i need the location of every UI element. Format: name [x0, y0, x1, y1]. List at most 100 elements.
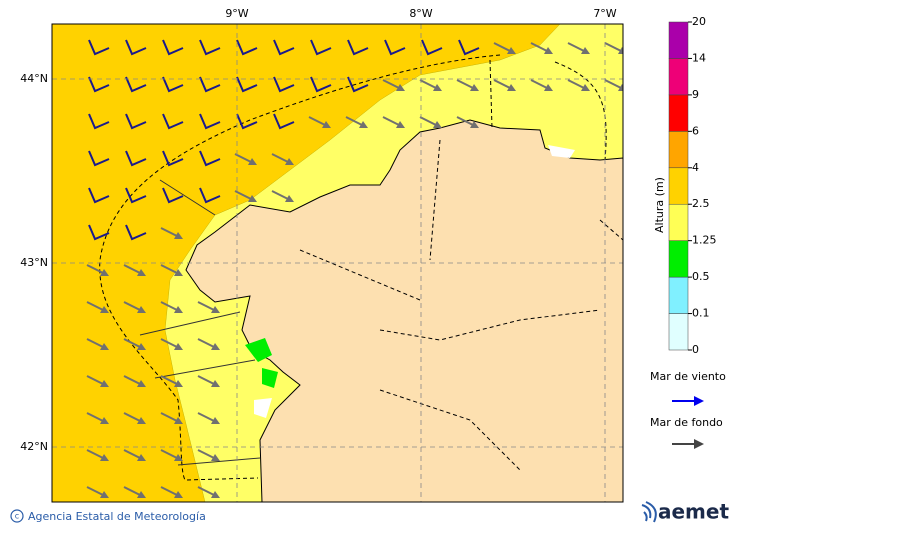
- colorbar-band: [668, 131, 689, 169]
- credit: Agencia Estatal de Meteorología: [28, 510, 206, 523]
- wind-sea-symbol: [421, 39, 443, 56]
- swell-arrow-head: [100, 306, 109, 313]
- swell-arrow-head: [396, 84, 405, 91]
- colorbar-band: [668, 313, 689, 351]
- colorbar-tick-label: 2.5: [692, 197, 710, 210]
- wind-sea-symbol: [236, 113, 258, 130]
- swell-arrow-head: [100, 343, 109, 350]
- colorbar-band: [668, 167, 689, 205]
- swell-arrow-head: [359, 121, 368, 128]
- wind-sea-symbol: [88, 150, 110, 167]
- wind-sea-symbol: [199, 187, 221, 204]
- wind-sea-symbol: [310, 76, 332, 93]
- swell-arrow-head: [100, 417, 109, 424]
- swell-arrow-head: [470, 121, 479, 128]
- swell-arrow-head: [100, 269, 109, 276]
- colorbar-band: [668, 94, 689, 132]
- colorbar-tick-label: 6: [692, 124, 699, 137]
- swell-arrow-head: [174, 269, 183, 276]
- swell-arrow-head: [100, 491, 109, 498]
- wind-sea-symbol: [310, 39, 332, 56]
- wind-sea-symbol: [273, 113, 295, 130]
- lon-label: 8°W: [409, 7, 432, 20]
- legend-arrow: [672, 439, 704, 449]
- swell-arrow-head: [137, 417, 146, 424]
- swell-arrow-head: [174, 454, 183, 461]
- swell-arrow-head: [137, 491, 146, 498]
- swell-arrow-head: [174, 417, 183, 424]
- swell-arrow-head: [211, 306, 220, 313]
- wind-sea-symbol: [88, 76, 110, 93]
- swell-arrow-head: [137, 380, 146, 387]
- wind-sea-symbol: [125, 76, 147, 93]
- shallow-area: [245, 338, 272, 362]
- copyright-icon: c: [15, 512, 19, 521]
- wind-sea-symbol: [162, 113, 184, 130]
- wind-sea-symbol: [88, 39, 110, 56]
- colorbar-tick-label: 1.25: [692, 234, 717, 247]
- wind-sea-symbol: [125, 224, 147, 241]
- swell-arrow-head: [433, 121, 442, 128]
- colorbar-title: Altura (m): [653, 177, 666, 233]
- swell-arrow-head: [507, 47, 516, 54]
- wind-sea-symbol: [347, 76, 369, 93]
- swell-arrow-head: [100, 454, 109, 461]
- wind-sea-symbol: [162, 150, 184, 167]
- wind-sea-symbol: [236, 76, 258, 93]
- wind-sea-symbol: [199, 150, 221, 167]
- swell-arrow-head: [174, 491, 183, 498]
- wind-sea-symbol: [273, 76, 295, 93]
- wind-sea-symbol: [125, 150, 147, 167]
- wind-sea-symbol: [88, 187, 110, 204]
- swell-arrow-head: [285, 195, 294, 202]
- wind-sea-symbol: [347, 39, 369, 56]
- wind-sea-symbol: [125, 113, 147, 130]
- colorbar-tick-label: 0: [692, 343, 699, 356]
- colorbar: 0 0.1 0.5 1.25 2.5 4 6 9 14 20: [668, 15, 717, 356]
- swell-arrow-head: [618, 47, 623, 54]
- land: [185, 119, 623, 502]
- lon-label: 9°W: [225, 7, 248, 20]
- swell-arrow-head: [618, 84, 623, 91]
- colorbar-tick-label: 14: [692, 51, 706, 64]
- colorbar-band: [668, 240, 689, 278]
- lat-label: 43°N: [20, 256, 48, 269]
- wind-sea-symbol: [458, 39, 480, 56]
- colorbar-tick-label: 20: [692, 15, 706, 28]
- wind-sea-symbol: [125, 39, 147, 56]
- lon-label: 7°W: [593, 7, 616, 20]
- swell-arrow-head: [211, 454, 220, 461]
- swell-arrow-head: [285, 158, 294, 165]
- copyright-icon: [10, 509, 24, 523]
- swell-arrow-head: [174, 380, 183, 387]
- wind-sea-symbol: [125, 187, 147, 204]
- swell-arrow-head: [544, 84, 553, 91]
- zone-divider: [139, 179, 261, 466]
- swell-arrow-head: [174, 306, 183, 313]
- wind-sea-symbol: [199, 76, 221, 93]
- swell-arrow-head: [433, 84, 442, 91]
- no-data-area: [548, 145, 575, 158]
- legend-arrow: [672, 396, 704, 406]
- swell-arrow-head: [174, 343, 183, 350]
- legend-label: Mar de viento: [650, 370, 726, 383]
- wind-sea-symbol: [273, 39, 295, 56]
- logo: aemet: [658, 500, 729, 524]
- no-data-area: [254, 398, 272, 418]
- wind-sea-symbol: [199, 113, 221, 130]
- lat-label: 42°N: [20, 440, 48, 453]
- wind-sea-symbol: [236, 39, 258, 56]
- wind-sea-symbol: [162, 187, 184, 204]
- colorbar-tick-label: 0.1: [692, 307, 710, 320]
- logo-icon: [641, 501, 657, 523]
- wind-sea-symbol: [384, 39, 406, 56]
- map-frame: [51, 23, 624, 503]
- swell-arrow-head: [137, 343, 146, 350]
- swell-arrow-head: [211, 380, 220, 387]
- map: [52, 24, 623, 502]
- swell-arrow-head: [211, 417, 220, 424]
- swell-arrow-head: [211, 343, 220, 350]
- wind-sea-symbol: [162, 76, 184, 93]
- swell-arrow-head: [322, 121, 331, 128]
